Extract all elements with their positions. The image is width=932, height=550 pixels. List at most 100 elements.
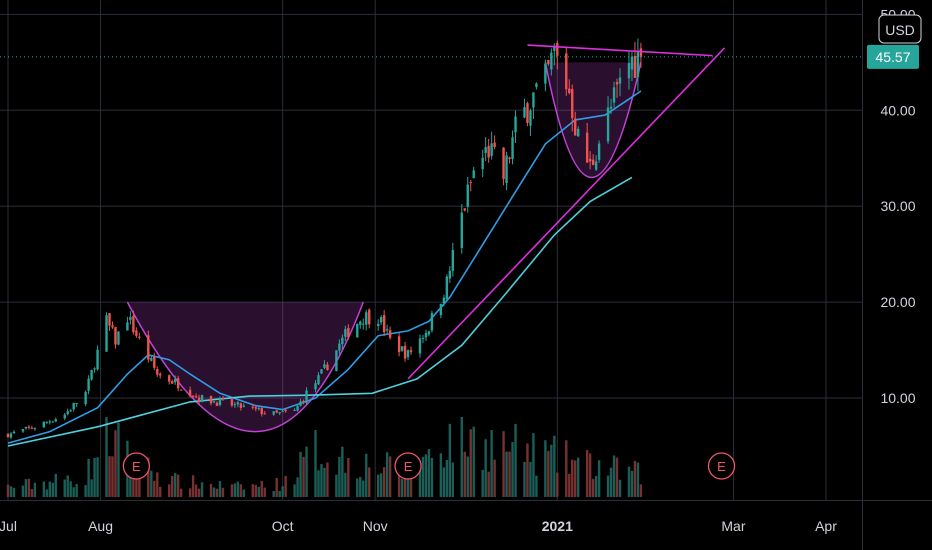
volume-bar	[571, 459, 574, 497]
volume-bar	[594, 475, 598, 497]
candle-body	[406, 350, 410, 358]
volume-bar	[230, 484, 234, 497]
candle-body	[427, 331, 431, 335]
candle-body	[514, 116, 517, 133]
volume-bar	[487, 471, 490, 497]
candle-body	[242, 405, 246, 407]
candle-body	[588, 158, 592, 162]
volume-bar	[153, 480, 156, 497]
candle-body	[630, 56, 634, 70]
volume-bar	[242, 489, 246, 497]
candle-body	[388, 330, 392, 338]
volume-bar	[424, 454, 428, 497]
candle-body	[577, 128, 580, 137]
volume-bar	[439, 453, 443, 497]
candle-body	[212, 401, 216, 403]
volume-bar	[197, 488, 201, 497]
time-axis[interactable]: Jul Aug Oct Nov 2021 Mar Apr	[0, 518, 837, 534]
candle-body	[108, 313, 111, 326]
candle-body	[281, 410, 284, 412]
volume-bar	[293, 484, 296, 497]
candle-body	[547, 59, 550, 65]
volume-bar	[42, 481, 46, 497]
candle-body	[170, 381, 174, 384]
candle-body	[48, 421, 51, 423]
candle-body	[66, 411, 69, 415]
candle-body	[27, 426, 31, 428]
volume-bar	[365, 453, 368, 497]
volume-bar	[251, 484, 255, 497]
trendline	[407, 47, 726, 380]
candle-body	[574, 118, 577, 136]
volume-bar	[179, 488, 183, 497]
candle-body	[568, 88, 571, 94]
candle-body	[117, 331, 120, 345]
volume-bar	[469, 429, 472, 497]
volume-bar	[170, 475, 174, 497]
price-tick-label: 40.00	[880, 102, 915, 118]
time-tick-label: Jul	[0, 518, 17, 534]
volume-bar	[347, 458, 350, 497]
volume-bar	[385, 452, 389, 497]
volume-bar	[490, 430, 493, 497]
volume-bar	[27, 478, 31, 497]
volume-bar	[472, 426, 475, 497]
volume-bar	[156, 472, 159, 497]
candle-body	[627, 63, 631, 79]
earnings-marker[interactable]: E	[394, 452, 422, 480]
candle-body	[320, 369, 323, 374]
candle-body	[6, 433, 10, 438]
candle-body	[179, 389, 183, 391]
candle-body	[21, 429, 25, 432]
candle-body	[132, 315, 135, 333]
candle-body	[612, 87, 616, 103]
last-price-label: 45.57	[867, 44, 919, 69]
candle-body	[362, 323, 365, 325]
earnings-marker[interactable]: E	[122, 452, 151, 480]
volume-bar	[314, 430, 317, 497]
volume-bar	[24, 479, 28, 497]
currency-button[interactable]: USD	[878, 14, 922, 44]
volume-bar	[430, 457, 434, 497]
candle-body	[233, 404, 237, 406]
candles[interactable]	[6, 38, 643, 440]
volume-bar	[114, 430, 117, 497]
candle-body	[96, 349, 99, 370]
volume-bar	[9, 486, 13, 497]
earnings-marker[interactable]: E	[707, 452, 736, 480]
candle-body	[382, 315, 386, 333]
time-tick-label: 2021	[542, 518, 573, 534]
cup-fill	[127, 302, 364, 432]
volume-bar	[568, 473, 571, 497]
candle-body	[129, 316, 132, 320]
candle-body	[84, 392, 87, 405]
candle-body	[299, 401, 302, 406]
volume-bar	[105, 417, 108, 497]
volume-bar	[591, 478, 595, 497]
volume-bar	[463, 451, 466, 497]
volume-bar	[627, 466, 631, 497]
candle-body	[69, 410, 72, 412]
candle-body	[439, 303, 443, 316]
volume-bar	[400, 478, 404, 497]
candle-body	[472, 170, 475, 179]
cup-outline	[544, 62, 642, 178]
volume-bar	[359, 477, 362, 497]
candle-body	[230, 399, 234, 406]
candle-body	[379, 317, 383, 323]
svg-text:45.57: 45.57	[875, 49, 910, 65]
volume-bars	[6, 417, 643, 497]
volume-bar	[585, 449, 589, 497]
candle-body	[508, 157, 511, 160]
candle-body	[194, 396, 198, 398]
candle-body	[135, 330, 138, 336]
volume-bar	[200, 482, 204, 497]
candle-body	[341, 337, 344, 345]
volume-bar	[550, 444, 553, 497]
candle-body	[597, 143, 601, 160]
candle-body	[153, 356, 156, 368]
candle-body	[359, 321, 362, 325]
time-tick-label: Mar	[721, 518, 745, 534]
